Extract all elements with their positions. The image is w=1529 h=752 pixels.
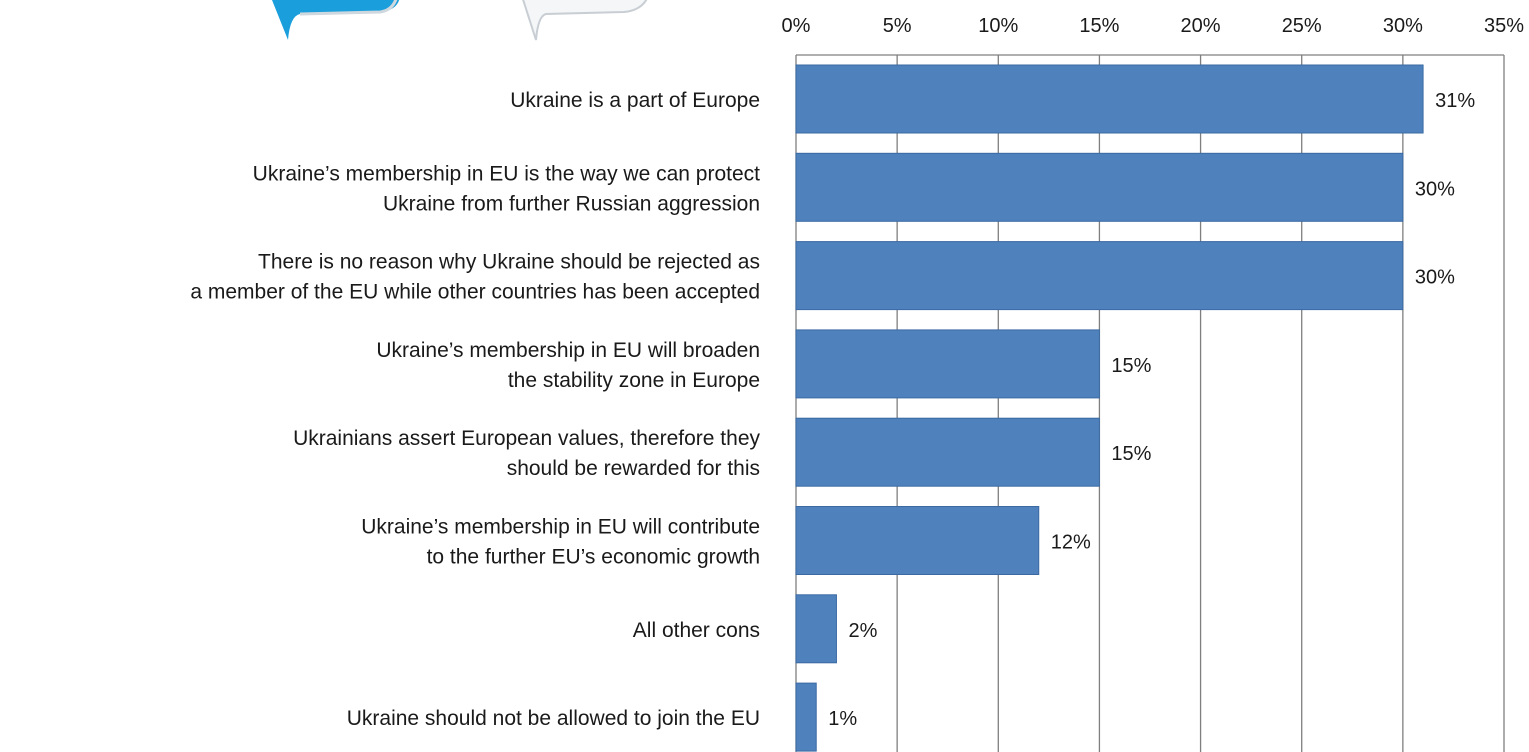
bar (795, 241, 1404, 311)
data-label: 15% (1111, 443, 1151, 465)
category-label: should be rewarded for this (507, 457, 760, 480)
blue-bubble-shape (272, 0, 400, 40)
x-tick-label: 5% (883, 15, 912, 37)
white-bubble-shape (522, 0, 648, 41)
gridlines (795, 54, 1505, 752)
x-tick-label: 35% (1484, 15, 1524, 37)
x-axis-ticks: 0% 5% 10% 15% 20% 25% 30% 35% (782, 15, 1525, 37)
bar (795, 417, 1100, 487)
category-label: All other cons (633, 619, 760, 642)
category-label: Ukrainians assert European values, there… (293, 427, 760, 450)
data-label: 31% (1435, 90, 1475, 112)
bar (795, 152, 1404, 222)
data-label: 30% (1415, 178, 1455, 200)
data-label: 15% (1111, 355, 1151, 377)
category-label: There is no reason why Ukraine should be… (258, 251, 760, 274)
bar (795, 594, 837, 664)
bar (795, 329, 1100, 399)
x-tick-label: 20% (1181, 15, 1221, 37)
data-label: 12% (1051, 532, 1091, 554)
x-tick-label: 30% (1383, 15, 1423, 37)
x-tick-label: 10% (978, 15, 1018, 37)
bar (795, 64, 1424, 134)
data-labels: 31% 30% 30% 15% 15% 12% 2% 1% (828, 90, 1475, 730)
category-label: Ukraine’s membership in EU will contribu… (361, 516, 760, 539)
blue-bubble-rim (299, 0, 398, 16)
bar (795, 682, 817, 752)
category-label: Ukraine should not be allowed to join th… (347, 707, 760, 730)
x-tick-label: 0% (782, 15, 811, 37)
data-label: 30% (1415, 267, 1455, 289)
decorative-bubbles (272, 0, 648, 41)
data-label: 1% (828, 708, 857, 730)
x-tick-label: 25% (1282, 15, 1322, 37)
data-label: 2% (848, 620, 877, 642)
category-label: Ukraine’s membership in EU is the way we… (253, 162, 760, 185)
category-label: Ukraine’s membership in EU will broaden (376, 339, 760, 362)
bar (795, 506, 1040, 575)
category-label: Ukraine from further Russian aggression (383, 192, 760, 215)
bars (795, 64, 1424, 752)
category-label: to the further EU’s economic growth (427, 546, 760, 569)
category-label: Ukraine is a part of Europe (510, 89, 760, 112)
category-labels: Ukraine is a part of Europe Ukraine’s mem… (190, 89, 760, 730)
category-label: a member of the EU while other countries… (190, 281, 760, 304)
x-tick-label: 15% (1079, 15, 1119, 37)
category-label: the stability zone in Europe (508, 369, 760, 392)
